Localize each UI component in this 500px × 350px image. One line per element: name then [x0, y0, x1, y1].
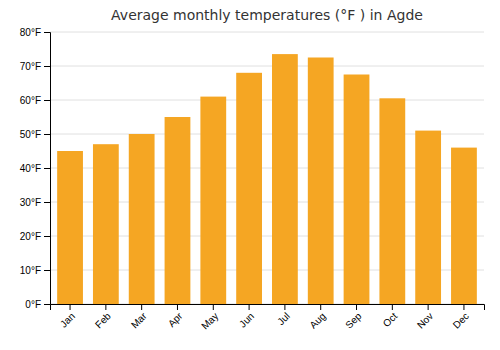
tick-label: Aug [307, 310, 327, 330]
y-tick: 50°F [20, 129, 50, 140]
y-axis: 0°F 10°F 20°F 30°F 40°F 50°F 60°F 70°F 80°F [20, 27, 51, 310]
bars [57, 54, 477, 304]
tick-label: Feb [93, 310, 113, 330]
y-tick: 60°F [20, 95, 50, 106]
tick-mark [44, 134, 50, 135]
plot-area: 0°F 10°F 20°F 30°F 40°F 50°F 60°F 70°F 80°F Jan Fe… [20, 27, 485, 332]
bar [165, 117, 191, 304]
bar [236, 73, 262, 304]
tick-label: 80°F [20, 27, 41, 38]
x-tick: Mar [129, 304, 149, 330]
bar [415, 131, 441, 304]
bar [308, 58, 334, 305]
chart-container: 0°F 10°F 20°F 30°F 40°F 50°F 60°F 70°F 80°F Jan Fe… [0, 0, 500, 350]
tick-label: May [199, 310, 220, 331]
bar [57, 151, 83, 304]
tick-label: Jul [275, 310, 292, 327]
tick-label: Oct [381, 310, 400, 329]
bar [272, 54, 298, 304]
tick-label: 50°F [20, 129, 41, 140]
tick-mark [44, 32, 50, 33]
x-tick: Jul [275, 304, 292, 327]
x-tick: Dec [451, 304, 471, 331]
tick-label: Jan [58, 310, 77, 329]
tick-mark [44, 236, 50, 237]
tick-mark [44, 168, 50, 169]
x-tick: May [199, 304, 220, 332]
tick-mark [249, 304, 250, 310]
x-tick: Aug [307, 304, 327, 331]
grid [50, 32, 484, 304]
tick-label: 70°F [20, 61, 41, 72]
tick-mark [44, 202, 50, 203]
tick-mark [44, 100, 50, 101]
y-tick: 70°F [20, 61, 50, 72]
grid-line [50, 66, 484, 67]
y-tick: 10°F [20, 265, 50, 276]
y-tick: 0°F [25, 299, 50, 310]
tick-mark [356, 304, 357, 310]
y-tick: 30°F [20, 197, 50, 208]
tick-mark [105, 304, 106, 310]
x-tick: Nov [415, 304, 435, 331]
tick-mark [44, 66, 50, 67]
x-tick: Feb [93, 304, 113, 330]
tick-mark [213, 304, 214, 310]
tick-label: 40°F [20, 163, 41, 174]
x-tick: Jan [58, 304, 77, 330]
y-tick: 80°F [20, 27, 50, 38]
x-tick: Sep [343, 304, 364, 331]
bar [200, 97, 226, 304]
chart-svg: 0°F 10°F 20°F 30°F 40°F 50°F 60°F 70°F 80°F Jan Fe… [0, 0, 500, 350]
tick-mark [428, 304, 429, 310]
tick-label: 60°F [20, 95, 41, 106]
tick-mark [177, 304, 178, 310]
tick-mark [44, 270, 50, 271]
tick-label: Nov [415, 310, 435, 330]
bar [344, 75, 370, 305]
x-tick: Oct [381, 304, 400, 329]
tick-label: Apr [166, 310, 185, 329]
grid-line [50, 100, 484, 101]
tick-mark [44, 304, 50, 305]
tick-mark [392, 304, 393, 310]
x-tick: Apr [166, 304, 185, 329]
tick-label: Sep [343, 310, 364, 331]
x-axis: Jan Feb Mar Apr May Jun Jul Aug Sep Oct Nov Dec [51, 304, 485, 332]
tick-mark [141, 304, 142, 310]
tick-mark [463, 304, 464, 310]
tick-label: 0°F [25, 299, 41, 310]
axis-line [51, 305, 485, 311]
tick-mark [320, 304, 321, 310]
title: Average monthly temperatures (°F ) in Ag… [111, 7, 423, 23]
tick-label: 30°F [20, 197, 41, 208]
grid-line [50, 32, 484, 33]
x-tick: Jun [237, 304, 256, 330]
tick-label: Jun [237, 310, 256, 329]
bar [379, 98, 405, 304]
bar [93, 144, 119, 304]
tick-label: Mar [129, 310, 149, 330]
tick-label: 10°F [20, 265, 41, 276]
bar [451, 148, 477, 304]
y-tick: 40°F [20, 163, 50, 174]
axis-line [44, 33, 51, 305]
tick-label: Dec [451, 310, 471, 330]
y-tick: 20°F [20, 231, 50, 242]
tick-label: 20°F [20, 231, 41, 242]
tick-mark [284, 304, 285, 310]
bar [129, 134, 155, 304]
tick-mark [70, 304, 71, 310]
